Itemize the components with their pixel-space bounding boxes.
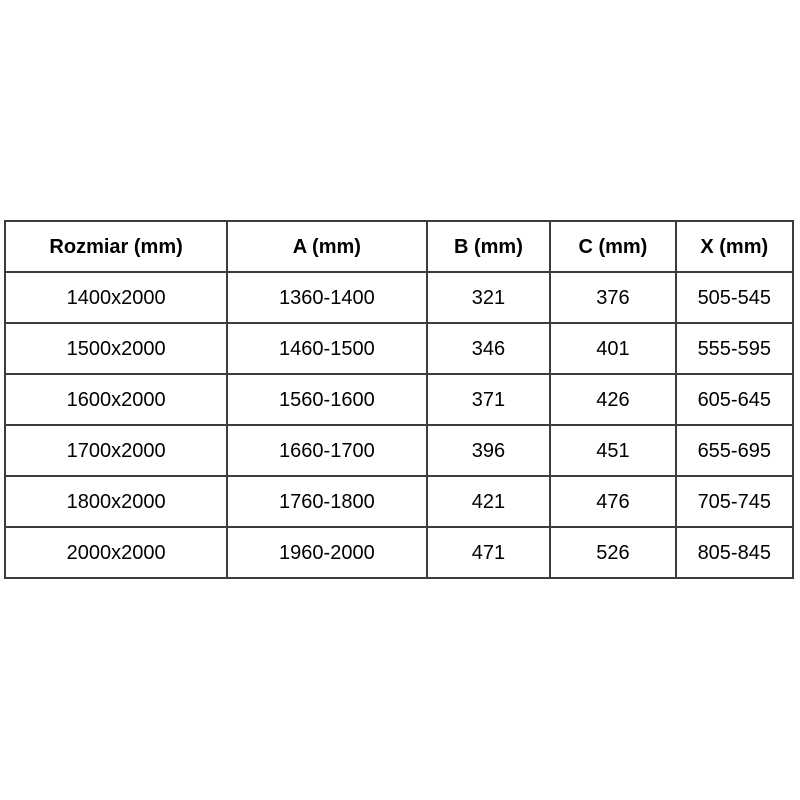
table-row: 1700x2000 1660-1700 396 451 655-695: [3, 424, 795, 477]
table-cell-b: 321: [425, 271, 552, 324]
table-cell-b: 371: [425, 373, 552, 426]
table-cell-a: 1760-1800: [226, 475, 428, 528]
table-cell-a: 1460-1500: [226, 322, 428, 375]
table-row: 1800x2000 1760-1800 421 476 705-745: [3, 475, 795, 528]
table-cell-c: 376: [549, 271, 677, 324]
column-header-x: X (mm): [674, 220, 795, 273]
table-cell-x: 705-745: [674, 475, 795, 528]
table-cell-rozmiar: 1600x2000: [3, 373, 229, 426]
table-cell-x: 505-545: [674, 271, 795, 324]
table-cell-a: 1660-1700: [226, 424, 428, 477]
table-row: 1400x2000 1360-1400 321 376 505-545: [3, 271, 795, 324]
column-header-c: C (mm): [549, 220, 677, 273]
table-cell-c: 526: [549, 526, 677, 579]
table-cell-rozmiar: 1500x2000: [3, 322, 229, 375]
table-cell-rozmiar: 1800x2000: [3, 475, 229, 528]
table-cell-x: 655-695: [674, 424, 795, 477]
table-row: 1500x2000 1460-1500 346 401 555-595: [3, 322, 795, 375]
header-row: Rozmiar (mm) A (mm) B (mm) C (mm) X (mm): [3, 220, 795, 273]
column-header-b: B (mm): [425, 220, 552, 273]
table-cell-c: 401: [549, 322, 677, 375]
table-cell-rozmiar: 1700x2000: [3, 424, 229, 477]
table-cell-a: 1360-1400: [226, 271, 428, 324]
table-cell-x: 805-845: [674, 526, 795, 579]
table-cell-rozmiar: 2000x2000: [3, 526, 229, 579]
column-header-rozmiar: Rozmiar (mm): [3, 220, 229, 273]
table-row: 2000x2000 1960-2000 471 526 805-845: [3, 526, 795, 579]
size-spec-table: Rozmiar (mm) A (mm) B (mm) C (mm) X (mm)…: [3, 220, 795, 579]
column-header-a: A (mm): [226, 220, 428, 273]
table-cell-a: 1960-2000: [226, 526, 428, 579]
table-cell-x: 605-645: [674, 373, 795, 426]
table-cell-c: 426: [549, 373, 677, 426]
table-cell-x: 555-595: [674, 322, 795, 375]
table-cell-c: 476: [549, 475, 677, 528]
table-cell-b: 421: [425, 475, 552, 528]
table-cell-rozmiar: 1400x2000: [3, 271, 229, 324]
table-cell-b: 346: [425, 322, 552, 375]
table-row: 1600x2000 1560-1600 371 426 605-645: [3, 373, 795, 426]
table-cell-b: 471: [425, 526, 552, 579]
size-spec-table-container: Rozmiar (mm) A (mm) B (mm) C (mm) X (mm)…: [3, 220, 795, 579]
table-cell-c: 451: [549, 424, 677, 477]
table-cell-a: 1560-1600: [226, 373, 428, 426]
table-cell-b: 396: [425, 424, 552, 477]
